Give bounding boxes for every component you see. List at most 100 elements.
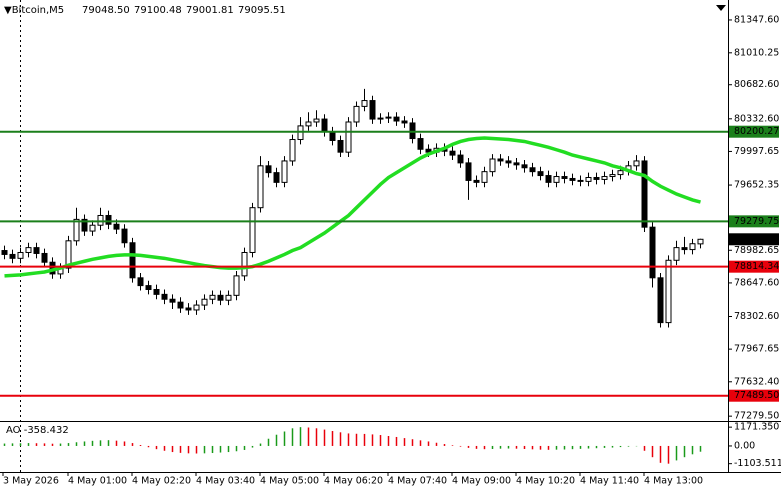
candle-down xyxy=(449,150,456,156)
level-label-box xyxy=(729,125,779,138)
x-tick-label: 4 May 10:20 xyxy=(516,476,575,487)
y-tick-label: 78647.60 xyxy=(734,277,779,288)
header-value: 79048.50 xyxy=(82,5,130,16)
candle-down xyxy=(145,285,152,290)
candle-up xyxy=(553,176,560,183)
candle-down xyxy=(81,218,88,232)
ao-tick-label: 1171.350 xyxy=(734,422,779,433)
current-price-box xyxy=(729,233,779,246)
candle-up xyxy=(233,275,240,296)
candle-up xyxy=(257,165,264,209)
candle-up xyxy=(665,259,672,324)
candle-down xyxy=(337,139,344,153)
candle-up xyxy=(305,121,312,127)
candle-down xyxy=(273,172,280,183)
candle-down xyxy=(649,226,656,279)
candle-down xyxy=(9,253,16,259)
candle-down xyxy=(681,247,688,251)
x-tick-label: 4 May 11:40 xyxy=(580,476,639,487)
candle-down xyxy=(561,176,568,179)
candle-up xyxy=(601,176,608,180)
candle-down xyxy=(153,288,160,295)
candle-down xyxy=(185,307,192,311)
x-tick-label: 4 May 06:20 xyxy=(324,476,383,487)
candle-down xyxy=(321,118,328,133)
level-label-box xyxy=(729,215,779,228)
candle-down xyxy=(401,120,408,124)
candle-up xyxy=(345,121,352,153)
candle-down xyxy=(577,179,584,182)
candle-down xyxy=(657,277,664,324)
y-tick-label: 81347.60 xyxy=(734,14,779,25)
x-tick-label: 4 May 03:40 xyxy=(196,476,255,487)
candle-down xyxy=(425,148,432,153)
candle-up xyxy=(209,294,216,300)
candle-down xyxy=(641,160,648,228)
ao-tick-label: 0.00 xyxy=(734,440,755,451)
scroll-arrow[interactable] xyxy=(716,5,726,11)
level-label: 80200.27 xyxy=(734,126,779,137)
level-label: 77489.50 xyxy=(734,390,779,401)
candle-up xyxy=(633,160,640,167)
candle-up xyxy=(289,139,296,162)
candle-up xyxy=(241,251,248,277)
candle-up xyxy=(353,105,360,123)
candle-up xyxy=(297,125,304,141)
candle-down xyxy=(169,298,176,303)
header-value: 79100.48 xyxy=(134,5,182,16)
current-price: 79095.51 xyxy=(734,234,779,245)
header-value: 79001.81 xyxy=(186,5,234,16)
candle-up xyxy=(609,174,616,178)
candle-up xyxy=(313,118,320,123)
candle-down xyxy=(457,154,464,164)
y-tick-label: 80682.60 xyxy=(734,79,779,90)
candle-down xyxy=(33,247,40,254)
candle-down xyxy=(41,252,48,263)
candle-up xyxy=(73,218,80,242)
candle-down xyxy=(113,223,120,230)
symbol: ▼Bitcoin,M5 xyxy=(4,5,64,16)
level-label-box xyxy=(729,260,779,273)
candle-up xyxy=(249,207,256,253)
candle-down xyxy=(161,293,168,300)
candle-down xyxy=(265,165,272,174)
y-tick-label: 77279.50 xyxy=(734,411,779,422)
candle-down xyxy=(505,160,512,164)
candle-up xyxy=(65,240,72,269)
y-tick-label: 79997.65 xyxy=(734,146,779,157)
candle-down xyxy=(593,176,600,180)
candle-down xyxy=(569,177,576,181)
level-label: 79279.75 xyxy=(734,216,779,227)
x-tick-label: 4 May 09:00 xyxy=(452,476,511,487)
candle-up xyxy=(17,251,24,259)
candle-down xyxy=(497,158,504,162)
candle-up xyxy=(89,224,96,232)
candle-down xyxy=(417,138,424,150)
candle-up xyxy=(585,176,592,182)
plot: 81347.60 81010.25 80682.60 80332.60 79997.65… xyxy=(0,14,781,487)
candle-up xyxy=(481,171,488,183)
x-tick-label: 3 May 2026 xyxy=(3,476,59,487)
candle-up xyxy=(673,247,680,261)
y-tick-label: 80332.60 xyxy=(734,113,779,124)
candle-down xyxy=(393,116,400,122)
candle-down xyxy=(537,171,544,177)
candle-up xyxy=(385,116,392,119)
y-tick-label: 81010.25 xyxy=(734,47,779,58)
candle-up xyxy=(377,117,384,120)
x-tick-label: 4 May 01:00 xyxy=(68,476,127,487)
candle-down xyxy=(513,162,520,166)
moving-average xyxy=(4,136,701,278)
header-value: 79095.51 xyxy=(238,5,286,16)
level-label: 78814.34 xyxy=(734,261,779,272)
ao-label: AO -358.432 xyxy=(6,425,69,436)
candle-down xyxy=(529,167,536,173)
candle-down xyxy=(1,250,8,255)
y-tick-label: 77967.65 xyxy=(734,344,779,355)
x-tick-label: 4 May 02:20 xyxy=(132,476,191,487)
candle-up xyxy=(361,100,368,107)
candle-up xyxy=(281,160,288,183)
candle-up xyxy=(697,238,704,245)
